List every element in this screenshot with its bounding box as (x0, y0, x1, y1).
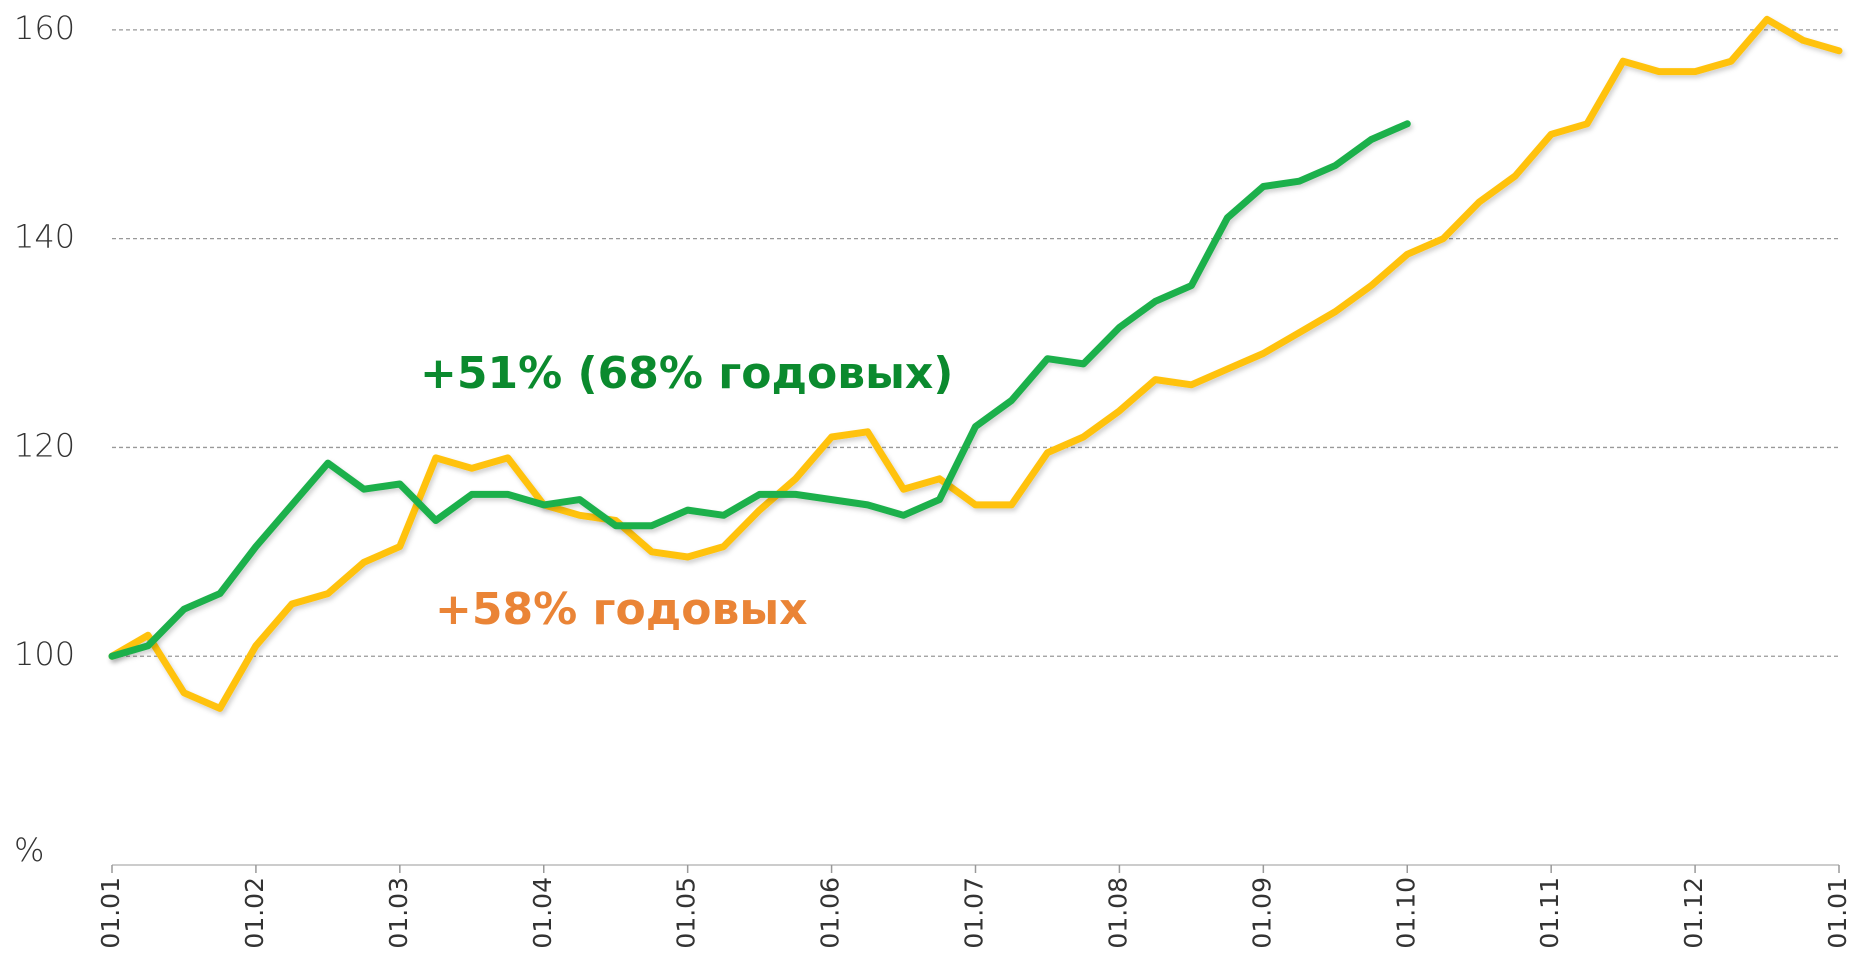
x-tick-label: 01.10 (1391, 877, 1420, 949)
x-tick-label: 01.04 (528, 877, 557, 949)
y-tick-label: 160 (14, 9, 75, 47)
x-tick-label: 01.12 (1679, 877, 1708, 949)
series-line (108, 15, 1843, 712)
y-tick-label: 120 (14, 426, 75, 464)
y-axis-label: % (14, 831, 44, 869)
series-line (108, 120, 1411, 660)
x-tick-label: 01.05 (672, 877, 701, 949)
x-tick-label: 01.01 (96, 877, 125, 949)
y-tick-label: 100 (14, 635, 75, 673)
annotation: +58% годовых (435, 584, 808, 635)
x-tick-label: 01.09 (1247, 877, 1276, 949)
x-tick-label: 01.08 (1103, 877, 1132, 949)
x-tick-label: 01.06 (816, 877, 845, 949)
x-tick-label: 01.11 (1535, 877, 1564, 949)
annotation: +51% (68% годовых) (420, 348, 953, 399)
x-tick-label: 01.01 (1823, 877, 1852, 949)
x-tick-label: 01.02 (240, 877, 269, 949)
x-tick-label: 01.03 (384, 877, 413, 949)
x-tick-label: 01.07 (960, 877, 989, 949)
y-tick-label: 140 (14, 218, 75, 256)
